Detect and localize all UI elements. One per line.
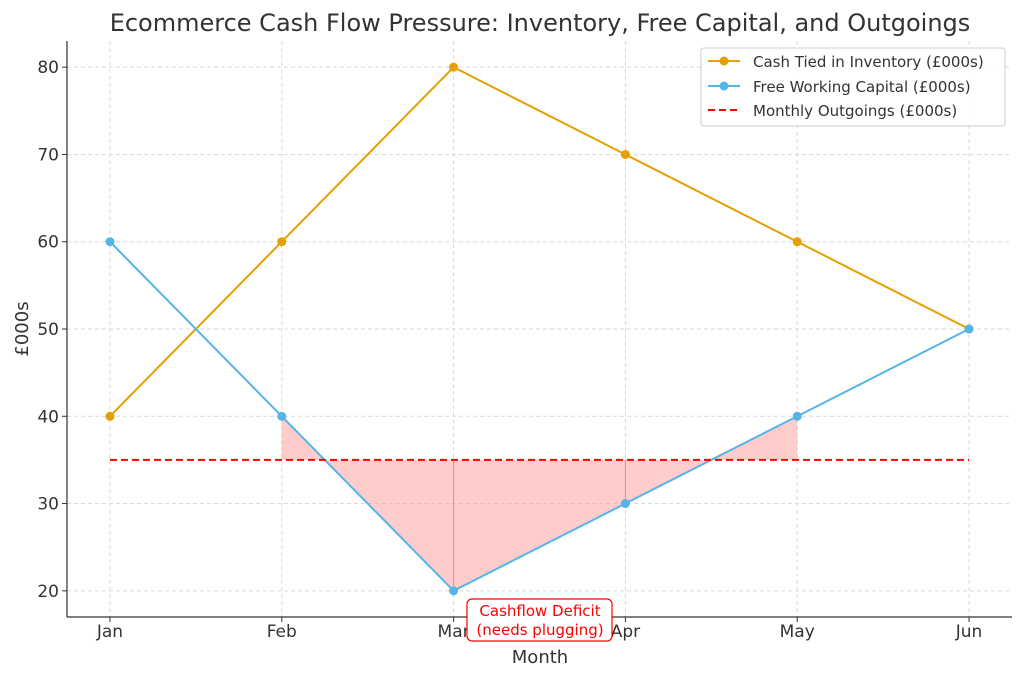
data-point-1 [105, 237, 115, 247]
legend-label-free-capital: Free Working Capital (£000s) [753, 78, 971, 96]
legend-marker-inventory [719, 56, 729, 66]
data-point-1 [792, 411, 802, 421]
x-tick-label: Apr [611, 622, 640, 642]
y-tick-label: 70 [37, 145, 59, 165]
series-group [105, 62, 974, 596]
data-point-1 [277, 411, 287, 421]
data-point-0 [792, 237, 802, 247]
series-line-1 [109, 241, 970, 593]
legend-marker-free-capital [719, 81, 729, 91]
x-axis-label: Month [512, 647, 568, 668]
x-tick-label: Jun [955, 622, 983, 642]
legend-label-outgoings: Monthly Outgoings (£000s) [753, 102, 957, 120]
y-axis-label: £000s [12, 301, 33, 356]
legend-box [700, 47, 1006, 127]
y-tick-label: 60 [37, 233, 59, 253]
x-tick-label: Mar [438, 622, 470, 642]
axes: Jan Feb Mar Apr May Jun 20 30 40 50 60 70 80 [37, 41, 1012, 642]
x-tick-label: Jan [96, 622, 123, 642]
x-tick-label: May [780, 622, 815, 642]
y-tick-label: 50 [37, 320, 59, 340]
legend: Cash Tied in Inventory (£000s) Free Work… [700, 47, 1006, 127]
annotation-line1: Cashflow Deficit [479, 602, 600, 620]
data-point-1 [964, 324, 974, 334]
annotation-line2: (needs plugging) [476, 621, 603, 639]
y-tick-label: 20 [37, 582, 59, 602]
y-tick-label: 30 [37, 495, 59, 515]
y-tick-label: 40 [37, 407, 59, 427]
data-point-0 [449, 62, 459, 72]
data-point-1 [620, 499, 630, 509]
annotation-box [466, 598, 613, 642]
y-tick-label: 80 [37, 58, 59, 78]
series-line-0 [109, 65, 970, 417]
x-tick-label: Feb [267, 622, 297, 642]
data-point-0 [277, 237, 287, 247]
data-point-0 [105, 411, 115, 421]
chart-title: Ecommerce Cash Flow Pressure: Inventory,… [110, 9, 971, 37]
data-point-0 [620, 149, 630, 159]
annotation: Cashflow Deficit (needs plugging) [466, 598, 613, 642]
legend-label-inventory: Cash Tied in Inventory (£000s) [753, 53, 984, 71]
data-point-1 [449, 586, 459, 596]
